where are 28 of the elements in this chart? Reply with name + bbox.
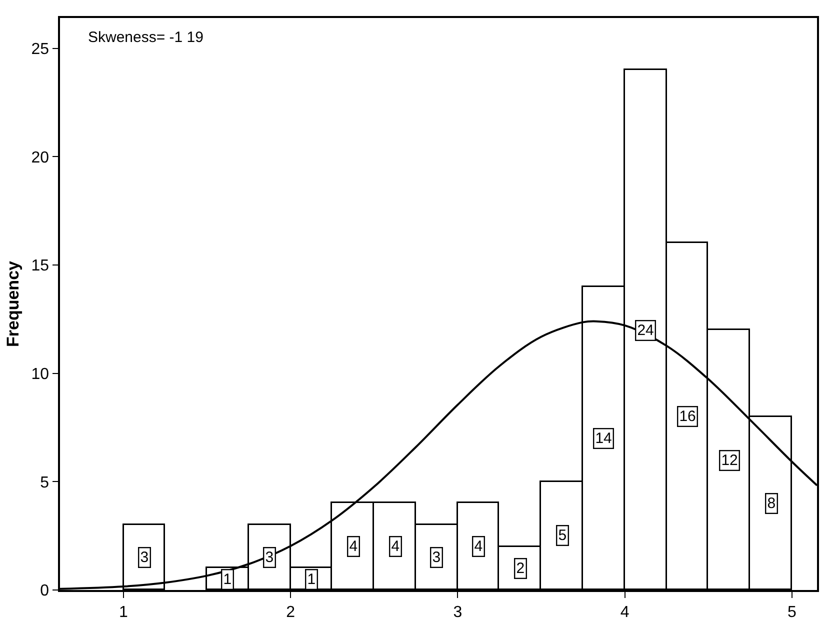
data-label: 3 — [432, 549, 441, 566]
x-tick-label: 4 — [620, 604, 630, 621]
data-label: 1 — [307, 571, 316, 588]
y-axis-title: Frequency — [3, 260, 22, 347]
x-tick-label: 2 — [286, 604, 296, 621]
data-label: 12 — [721, 452, 738, 470]
data-label: 24 — [637, 322, 654, 340]
data-label: 8 — [767, 495, 776, 512]
data-label: 3 — [265, 549, 274, 566]
data-label: 2 — [516, 560, 525, 578]
y-tick-label: 20 — [31, 149, 50, 166]
y-tick-label: 25 — [31, 40, 50, 58]
y-tick-label: 5 — [40, 474, 50, 492]
y-tick-label: 15 — [31, 258, 50, 275]
data-label: 3 — [140, 549, 149, 566]
x-tick-label: 1 — [119, 604, 128, 621]
data-label: 16 — [679, 408, 696, 426]
data-label: 4 — [349, 538, 358, 556]
data-label: 5 — [558, 527, 567, 544]
data-label: 14 — [595, 430, 612, 448]
data-label: 4 — [474, 538, 483, 556]
y-tick-label: 0 — [40, 582, 50, 600]
x-tick-label: 5 — [787, 604, 796, 621]
annotation: Skweness= -1 19 — [88, 29, 204, 46]
x-tick-label: 3 — [453, 604, 462, 621]
data-label: 4 — [391, 538, 400, 556]
data-label: 1 — [223, 571, 232, 588]
y-tick-label: 10 — [31, 366, 50, 383]
